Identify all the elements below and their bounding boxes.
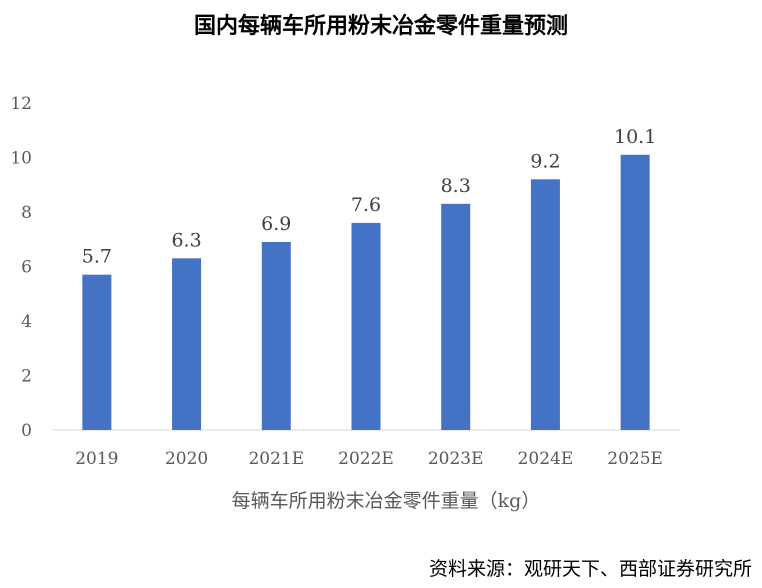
y-tick-label: 0 bbox=[21, 421, 32, 441]
bar-data-label: 6.3 bbox=[171, 229, 201, 251]
x-tick-label: 2023E bbox=[428, 449, 484, 469]
bar bbox=[530, 179, 560, 430]
bar-data-label: 5.7 bbox=[82, 246, 112, 268]
x-axis-title: 每辆车所用粉末冶金零件重量（kg） bbox=[232, 490, 541, 512]
bar-data-label: 7.6 bbox=[351, 194, 381, 216]
bar bbox=[261, 241, 291, 430]
bar bbox=[441, 203, 471, 430]
x-tick-label: 2024E bbox=[518, 449, 574, 469]
y-tick-label: 4 bbox=[21, 312, 32, 332]
bars bbox=[82, 154, 650, 430]
x-axis-tick-labels: 2019 2020 2021E 2022E 2023E 2024E 2025E bbox=[75, 449, 663, 469]
bar bbox=[351, 222, 381, 430]
bar-data-label: 6.9 bbox=[261, 213, 291, 235]
y-tick-label: 2 bbox=[21, 367, 32, 387]
x-tick-label: 2021E bbox=[248, 449, 304, 469]
x-tick-label: 2025E bbox=[607, 449, 663, 469]
source-note: 资料来源：观研天下、西部证券研究所 bbox=[428, 558, 752, 580]
y-tick-label: 10 bbox=[10, 149, 32, 169]
y-tick-label: 12 bbox=[10, 94, 32, 114]
chart-title: 国内每辆车所用粉末冶金零件重量预测 bbox=[193, 14, 568, 39]
y-tick-label: 6 bbox=[21, 258, 32, 278]
data-labels: 5.7 6.3 6.9 7.6 8.3 9.2 10.1 bbox=[82, 126, 657, 268]
y-axis-tick-labels: 0 2 4 6 8 10 12 bbox=[10, 94, 32, 441]
bar bbox=[82, 274, 112, 430]
bar bbox=[172, 258, 202, 430]
x-tick-label: 2019 bbox=[75, 449, 118, 469]
x-tick-label: 2022E bbox=[338, 449, 394, 469]
bar-data-label: 8.3 bbox=[441, 175, 471, 197]
bar bbox=[620, 154, 650, 430]
y-tick-label: 8 bbox=[21, 203, 32, 223]
bar-chart: 0 2 4 6 8 10 12 5.7 6.3 6.9 7.6 8.3 9.2 10.1 2019 202… bbox=[10, 94, 680, 512]
bar-data-label: 9.2 bbox=[530, 150, 560, 172]
x-tick-label: 2020 bbox=[165, 449, 208, 469]
bar-data-label: 10.1 bbox=[614, 126, 656, 148]
